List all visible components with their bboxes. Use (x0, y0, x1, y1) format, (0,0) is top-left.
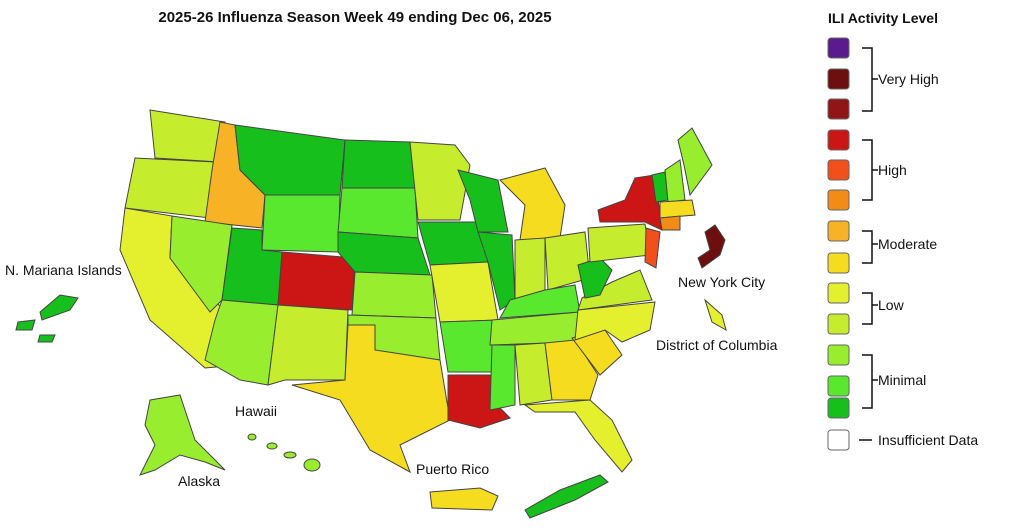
legend-swatch (827, 37, 850, 59)
state (169, 215, 233, 313)
state (659, 215, 681, 231)
map-label: N. Mariana Islands (5, 262, 122, 278)
n-mariana-islands (37, 334, 56, 343)
state (644, 227, 661, 269)
legend-label: Low (878, 297, 905, 313)
legend (859, 47, 878, 441)
alaska (139, 394, 226, 476)
legend-title: ILI Activity Level (828, 10, 938, 26)
state (351, 271, 437, 319)
state (697, 224, 726, 269)
state (337, 231, 431, 276)
map-label: New York City (678, 274, 765, 290)
state (577, 269, 653, 311)
hawaii (303, 458, 321, 472)
state (597, 174, 663, 231)
state (409, 141, 471, 221)
legend-swatch (827, 429, 850, 451)
map-title: 2025-26 Influenza Season Week 49 ending … (158, 9, 551, 26)
legend-label: Moderate (878, 236, 937, 252)
state (337, 187, 419, 239)
state (149, 109, 226, 163)
map-label: Alaska (178, 473, 220, 489)
state (267, 304, 349, 386)
state (574, 301, 656, 343)
legend-label: High (878, 162, 907, 178)
state (659, 199, 696, 219)
n-mariana-islands (39, 294, 79, 321)
legend-label: Insufficient Data (878, 432, 978, 448)
state (341, 139, 416, 189)
legend-swatch (827, 344, 850, 366)
state (489, 344, 516, 411)
islands (524, 474, 609, 519)
legend-swatch (827, 68, 850, 90)
state (523, 399, 633, 473)
state (587, 223, 651, 263)
legend-swatch (827, 282, 850, 304)
state (499, 167, 566, 241)
legend-swatch (827, 375, 850, 397)
legend-swatch (827, 159, 850, 181)
n-mariana-islands (15, 319, 36, 331)
legend-swatch (827, 252, 850, 274)
legend-swatch (827, 189, 850, 211)
legend-swatch (827, 397, 850, 419)
map-label: Hawaii (235, 403, 277, 419)
state (291, 324, 451, 474)
state (261, 194, 341, 253)
state (124, 157, 216, 219)
state (677, 127, 713, 197)
legend-swatch (827, 98, 850, 120)
state (429, 261, 499, 323)
dc (703, 298, 727, 332)
map-label: District of Columbia (656, 337, 778, 353)
map-label: Puerto Rico (416, 461, 489, 477)
us-map (15, 109, 727, 519)
state (514, 237, 546, 301)
legend-swatch (827, 129, 850, 151)
state (277, 251, 356, 311)
state (457, 169, 509, 233)
state (439, 319, 499, 373)
hawaii (283, 451, 297, 459)
legend-label: Very High (878, 71, 939, 87)
hawaii (247, 433, 257, 441)
state (664, 159, 686, 203)
legend-swatch (827, 220, 850, 242)
hawaii (266, 442, 278, 450)
legend-swatch (827, 313, 850, 335)
state (499, 284, 581, 319)
legend-label: Minimal (878, 372, 926, 388)
puerto-rico (429, 487, 499, 511)
